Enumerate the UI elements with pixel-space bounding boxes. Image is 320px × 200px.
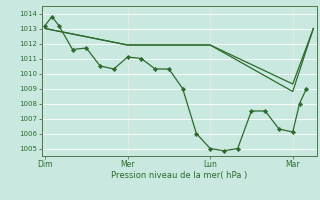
X-axis label: Pression niveau de la mer( hPa ): Pression niveau de la mer( hPa ) bbox=[111, 171, 247, 180]
